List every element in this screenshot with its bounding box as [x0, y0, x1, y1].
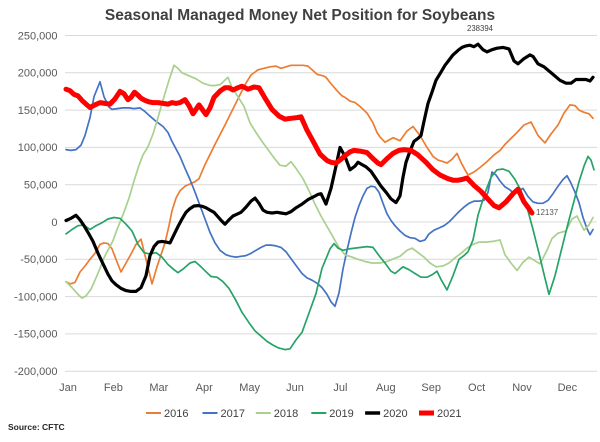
svg-text:-100,000: -100,000 [14, 291, 57, 303]
svg-text:Sep: Sep [421, 382, 441, 394]
svg-text:2017: 2017 [221, 408, 245, 420]
svg-text:Jun: Jun [286, 382, 304, 394]
svg-text:150,000: 150,000 [18, 105, 58, 117]
svg-text:Source: CFTC: Source: CFTC [8, 422, 65, 432]
svg-text:2019: 2019 [329, 408, 353, 420]
svg-text:238394: 238394 [467, 24, 494, 33]
svg-text:2018: 2018 [274, 408, 298, 420]
svg-text:Oct: Oct [468, 382, 485, 394]
svg-text:200,000: 200,000 [18, 68, 58, 80]
svg-text:Dec: Dec [558, 382, 578, 394]
svg-text:Feb: Feb [104, 382, 123, 394]
svg-text:2016: 2016 [164, 408, 188, 420]
svg-text:250,000: 250,000 [18, 30, 58, 42]
svg-text:Jul: Jul [333, 382, 347, 394]
svg-text:0: 0 [51, 217, 57, 229]
svg-text:-150,000: -150,000 [14, 329, 57, 341]
svg-text:2020: 2020 [383, 408, 407, 420]
svg-text:May: May [239, 382, 260, 394]
svg-text:Nov: Nov [512, 382, 532, 394]
svg-text:100,000: 100,000 [18, 142, 58, 154]
svg-text:12137: 12137 [536, 208, 559, 217]
svg-text:Jan: Jan [59, 382, 77, 394]
svg-text:Apr: Apr [196, 382, 213, 394]
svg-text:-200,000: -200,000 [14, 366, 57, 378]
svg-text:50,000: 50,000 [24, 180, 58, 192]
svg-text:Aug: Aug [376, 382, 396, 394]
svg-text:2021: 2021 [437, 408, 461, 420]
svg-text:Seasonal Managed Money Net Pos: Seasonal Managed Money Net Position for … [105, 7, 495, 24]
svg-text:Mar: Mar [149, 382, 168, 394]
svg-text:-50,000: -50,000 [20, 254, 57, 266]
